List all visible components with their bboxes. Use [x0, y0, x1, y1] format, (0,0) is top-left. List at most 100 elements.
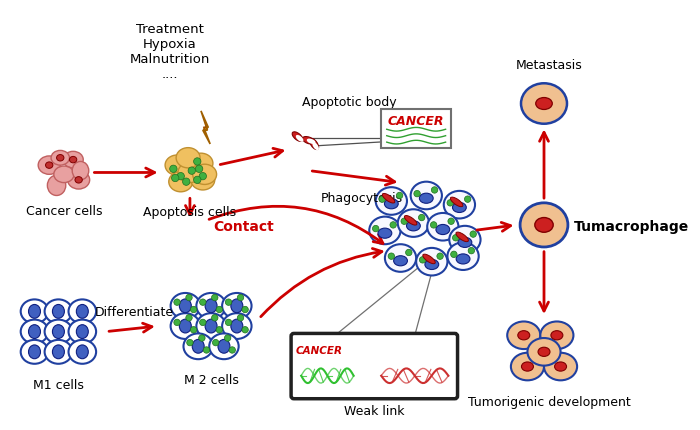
- Ellipse shape: [205, 299, 217, 313]
- Ellipse shape: [551, 331, 563, 340]
- Ellipse shape: [231, 319, 243, 333]
- Ellipse shape: [384, 199, 398, 209]
- Circle shape: [174, 319, 181, 326]
- Text: Tumacrophage: Tumacrophage: [573, 220, 689, 234]
- Text: Phagocytosis: Phagocytosis: [321, 192, 403, 205]
- Circle shape: [187, 339, 193, 346]
- Ellipse shape: [179, 299, 191, 313]
- Ellipse shape: [218, 339, 230, 353]
- Ellipse shape: [370, 217, 400, 244]
- Circle shape: [470, 231, 477, 237]
- Circle shape: [216, 326, 223, 333]
- Ellipse shape: [398, 209, 429, 237]
- Circle shape: [213, 339, 219, 346]
- Ellipse shape: [528, 338, 561, 366]
- Circle shape: [199, 299, 206, 305]
- Ellipse shape: [209, 333, 239, 359]
- Circle shape: [172, 174, 179, 182]
- Ellipse shape: [57, 154, 64, 161]
- Ellipse shape: [51, 150, 69, 165]
- Circle shape: [194, 158, 201, 165]
- Circle shape: [174, 299, 181, 305]
- Ellipse shape: [511, 353, 544, 380]
- Circle shape: [183, 178, 190, 185]
- Circle shape: [237, 315, 244, 321]
- Circle shape: [169, 165, 177, 172]
- Circle shape: [229, 347, 235, 353]
- Ellipse shape: [456, 232, 468, 242]
- Circle shape: [190, 326, 197, 333]
- Ellipse shape: [52, 345, 64, 359]
- Ellipse shape: [518, 331, 530, 340]
- Ellipse shape: [193, 339, 204, 353]
- Text: M 2 cells: M 2 cells: [183, 374, 239, 387]
- Circle shape: [465, 196, 471, 203]
- Ellipse shape: [222, 313, 251, 339]
- Circle shape: [177, 172, 184, 180]
- Ellipse shape: [535, 218, 553, 232]
- Ellipse shape: [178, 163, 202, 183]
- Ellipse shape: [302, 137, 315, 144]
- Ellipse shape: [191, 170, 215, 190]
- Ellipse shape: [405, 215, 417, 225]
- Ellipse shape: [292, 132, 303, 141]
- Ellipse shape: [75, 177, 83, 183]
- Circle shape: [186, 295, 192, 301]
- Text: Treatment
Hypoxia
Malnutrition
....: Treatment Hypoxia Malnutrition ....: [130, 22, 210, 80]
- Text: Cancer cells: Cancer cells: [26, 205, 102, 218]
- Circle shape: [211, 295, 218, 301]
- Circle shape: [468, 247, 475, 254]
- Ellipse shape: [179, 319, 191, 333]
- Ellipse shape: [522, 362, 533, 371]
- Ellipse shape: [21, 299, 48, 323]
- Ellipse shape: [76, 304, 88, 318]
- Circle shape: [414, 190, 420, 197]
- Ellipse shape: [48, 175, 66, 196]
- Text: CANCER: CANCER: [296, 346, 343, 356]
- Ellipse shape: [69, 340, 96, 364]
- Ellipse shape: [52, 325, 64, 338]
- Ellipse shape: [427, 213, 458, 240]
- Circle shape: [199, 319, 206, 326]
- Ellipse shape: [312, 142, 319, 150]
- Ellipse shape: [169, 172, 192, 192]
- Ellipse shape: [46, 162, 53, 168]
- Ellipse shape: [52, 304, 64, 318]
- Circle shape: [451, 251, 457, 258]
- Circle shape: [225, 335, 231, 341]
- Ellipse shape: [197, 313, 226, 339]
- Circle shape: [405, 249, 412, 256]
- Ellipse shape: [171, 313, 200, 339]
- Text: Weak link: Weak link: [344, 405, 405, 418]
- Text: Contact: Contact: [213, 220, 274, 234]
- Ellipse shape: [29, 325, 41, 338]
- Circle shape: [195, 165, 203, 172]
- Ellipse shape: [197, 293, 226, 319]
- Ellipse shape: [69, 299, 96, 323]
- Circle shape: [388, 253, 395, 259]
- Circle shape: [379, 196, 386, 203]
- Text: Metastasis: Metastasis: [516, 59, 583, 72]
- Ellipse shape: [68, 171, 90, 189]
- Ellipse shape: [411, 182, 442, 209]
- Ellipse shape: [165, 155, 189, 175]
- Ellipse shape: [385, 244, 416, 272]
- Ellipse shape: [38, 156, 60, 174]
- Ellipse shape: [307, 138, 316, 144]
- Ellipse shape: [296, 135, 304, 142]
- Ellipse shape: [447, 243, 479, 270]
- Ellipse shape: [193, 164, 216, 184]
- Ellipse shape: [69, 319, 96, 344]
- Ellipse shape: [407, 221, 420, 231]
- Ellipse shape: [444, 191, 475, 218]
- Circle shape: [225, 299, 232, 305]
- Circle shape: [190, 306, 197, 313]
- Polygon shape: [202, 114, 209, 140]
- Polygon shape: [201, 111, 210, 144]
- Ellipse shape: [189, 153, 213, 173]
- Circle shape: [419, 214, 425, 221]
- Circle shape: [237, 295, 244, 301]
- Circle shape: [225, 319, 232, 326]
- Ellipse shape: [63, 151, 83, 168]
- Ellipse shape: [205, 319, 217, 333]
